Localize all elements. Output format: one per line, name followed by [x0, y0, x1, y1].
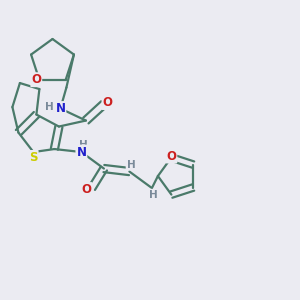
Text: N: N: [56, 102, 65, 115]
Text: O: O: [82, 183, 92, 196]
Text: N: N: [76, 146, 86, 158]
Text: H: H: [79, 140, 87, 150]
Text: H: H: [127, 160, 135, 170]
Text: H: H: [45, 102, 53, 112]
Text: H: H: [149, 190, 158, 200]
Text: O: O: [167, 149, 176, 163]
Text: O: O: [31, 73, 41, 86]
Text: O: O: [103, 96, 112, 109]
Text: S: S: [29, 151, 38, 164]
